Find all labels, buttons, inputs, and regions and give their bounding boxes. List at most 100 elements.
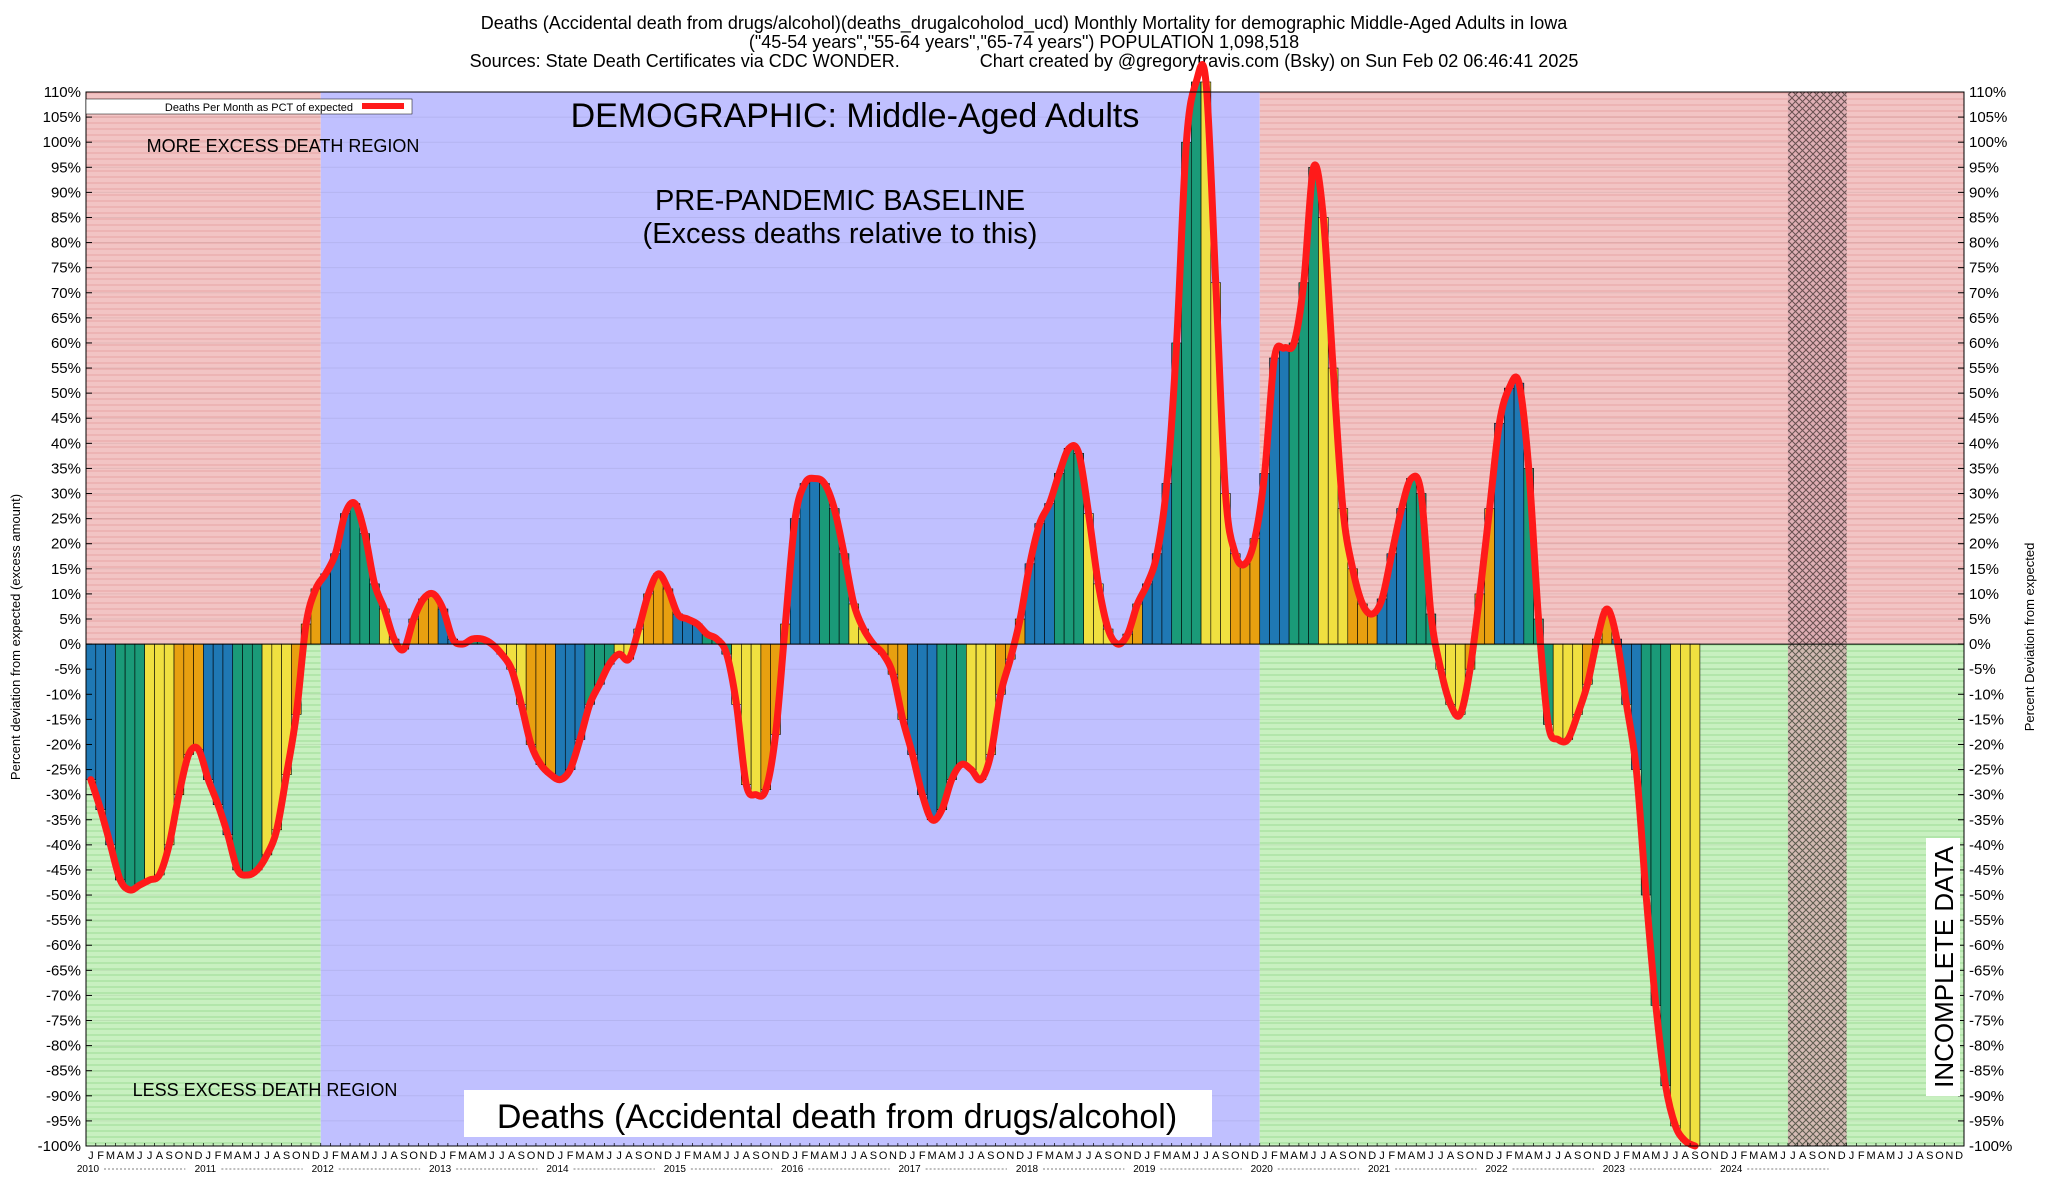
bar (956, 643, 967, 765)
x-month-label: A (1095, 1150, 1103, 1162)
y-tick-label-left: -55% (46, 912, 81, 929)
y-axis-title-left: Percent deviation from expected (excess … (8, 494, 23, 780)
x-month-label: A (860, 1150, 868, 1162)
x-month-label: M (1886, 1150, 1895, 1162)
x-month-label: A (1056, 1150, 1064, 1162)
y-tick-label-right: 100% (1969, 134, 2007, 151)
y-tick-label-right: -10% (1969, 686, 2004, 703)
x-month-label: M (810, 1150, 819, 1162)
x-month-label: S (987, 1150, 994, 1162)
bar (936, 643, 948, 811)
x-month-label: A (743, 1150, 751, 1162)
bar (124, 643, 136, 891)
x-month-label: O (879, 1150, 888, 1162)
more-excess-label: MORE EXCESS DEATH REGION (147, 136, 420, 156)
bar (1054, 473, 1065, 645)
bar (134, 643, 145, 886)
x-month-label: M (1749, 1150, 1758, 1162)
x-month-label: M (595, 1150, 604, 1162)
x-month-label: J (1898, 1150, 1904, 1162)
header-title: Deaths (Accidental death from drugs/alco… (480, 13, 1568, 33)
y-tick-label-left: -85% (46, 1063, 81, 1080)
x-month-label: S (1104, 1150, 1111, 1162)
x-month-label: N (1006, 1150, 1014, 1162)
y-tick-label-right: 95% (1969, 159, 1999, 176)
x-month-label: A (273, 1150, 281, 1162)
x-month-label: D (312, 1150, 320, 1162)
x-month-label: S (1222, 1150, 1229, 1162)
y-tick-label-left: 15% (51, 561, 81, 578)
x-month-label: J (1555, 1150, 1561, 1162)
y-tick-label-left: 30% (51, 486, 81, 503)
x-month-label: O (292, 1150, 301, 1162)
y-axis-title-right: Percent Deviation from expected (2022, 543, 2037, 732)
x-month-label: D (1720, 1150, 1728, 1162)
y-tick-label-left: 10% (51, 586, 81, 603)
y-tick-label-left: -25% (46, 762, 81, 779)
y-tick-label-right: -65% (1969, 962, 2004, 979)
bar (1063, 448, 1075, 645)
y-tick-label-left: 65% (51, 310, 81, 327)
y-tick-label-right: 65% (1969, 310, 1999, 327)
x-month-label: N (772, 1150, 780, 1162)
x-month-label: D (1134, 1150, 1142, 1162)
bar (1279, 347, 1290, 645)
x-month-label: S (1574, 1150, 1581, 1162)
x-month-label: S (283, 1150, 290, 1162)
incomplete-label-backdrop (1926, 838, 1960, 1096)
bar (975, 643, 987, 780)
x-month-label: O (762, 1150, 771, 1162)
x-month-label: M (360, 1150, 369, 1162)
x-month-label: J (1428, 1150, 1434, 1162)
bar (1190, 81, 1202, 645)
x-month-label: F (1858, 1150, 1865, 1162)
x-year-label: 2020 (1251, 1164, 1274, 1175)
x-month-label: J (1027, 1150, 1033, 1162)
y-tick-label-left: 85% (51, 209, 81, 226)
y-tick-label-right: 15% (1969, 561, 1999, 578)
x-year-label: 2011 (195, 1164, 217, 1175)
y-tick-label-right: -40% (1969, 837, 2004, 854)
bar (105, 643, 116, 846)
x-month-label: D (1251, 1150, 1259, 1162)
x-month-label: A (1329, 1150, 1337, 1162)
y-tick-label-right: -85% (1969, 1063, 2004, 1080)
x-month-label: J (88, 1150, 94, 1162)
x-month-label: J (910, 1150, 916, 1162)
x-month-label: S (1926, 1150, 1933, 1162)
x-month-label: F (1271, 1150, 1278, 1162)
y-tick-label-right: 25% (1969, 511, 1999, 528)
x-month-label: J (616, 1150, 622, 1162)
x-month-label: F (1154, 1150, 1161, 1162)
y-tick-label-left: -20% (46, 736, 81, 753)
y-tick-label-right: 40% (1969, 435, 1999, 452)
y-tick-label-right: -90% (1969, 1088, 2004, 1105)
y-tick-label-left: 80% (51, 235, 81, 252)
x-month-label: A (1642, 1150, 1650, 1162)
bar (154, 643, 165, 876)
x-month-label: M (1397, 1150, 1406, 1162)
x-month-label: J (1673, 1150, 1679, 1162)
x-month-label: N (302, 1150, 310, 1162)
x-month-label: A (156, 1150, 164, 1162)
x-year-label: 2014 (546, 1164, 569, 1175)
x-month-label: N (1358, 1150, 1366, 1162)
y-tick-label-right: 90% (1969, 184, 1999, 201)
x-year-label: 2021 (1368, 1164, 1391, 1175)
x-month-label: J (1907, 1150, 1913, 1162)
y-tick-label-right: -15% (1969, 711, 2004, 728)
y-tick-label-right: -100% (1969, 1138, 2012, 1155)
baseline-subtitle: (Excess deaths relative to this) (643, 218, 1038, 250)
more-excess-region-left (86, 92, 321, 645)
x-month-label: N (1828, 1150, 1836, 1162)
x-month-label: M (693, 1150, 702, 1162)
y-tick-label-left: 20% (51, 536, 81, 553)
y-tick-label-left: -40% (46, 837, 81, 854)
x-month-label: J (724, 1150, 730, 1162)
y-tick-label-left: -75% (46, 1013, 81, 1030)
header-population: ("45-54 years","55-64 years","65-74 year… (748, 32, 1300, 52)
y-tick-label-left: -35% (46, 812, 81, 829)
x-month-label: F (97, 1150, 104, 1162)
x-month-label: J (137, 1150, 143, 1162)
